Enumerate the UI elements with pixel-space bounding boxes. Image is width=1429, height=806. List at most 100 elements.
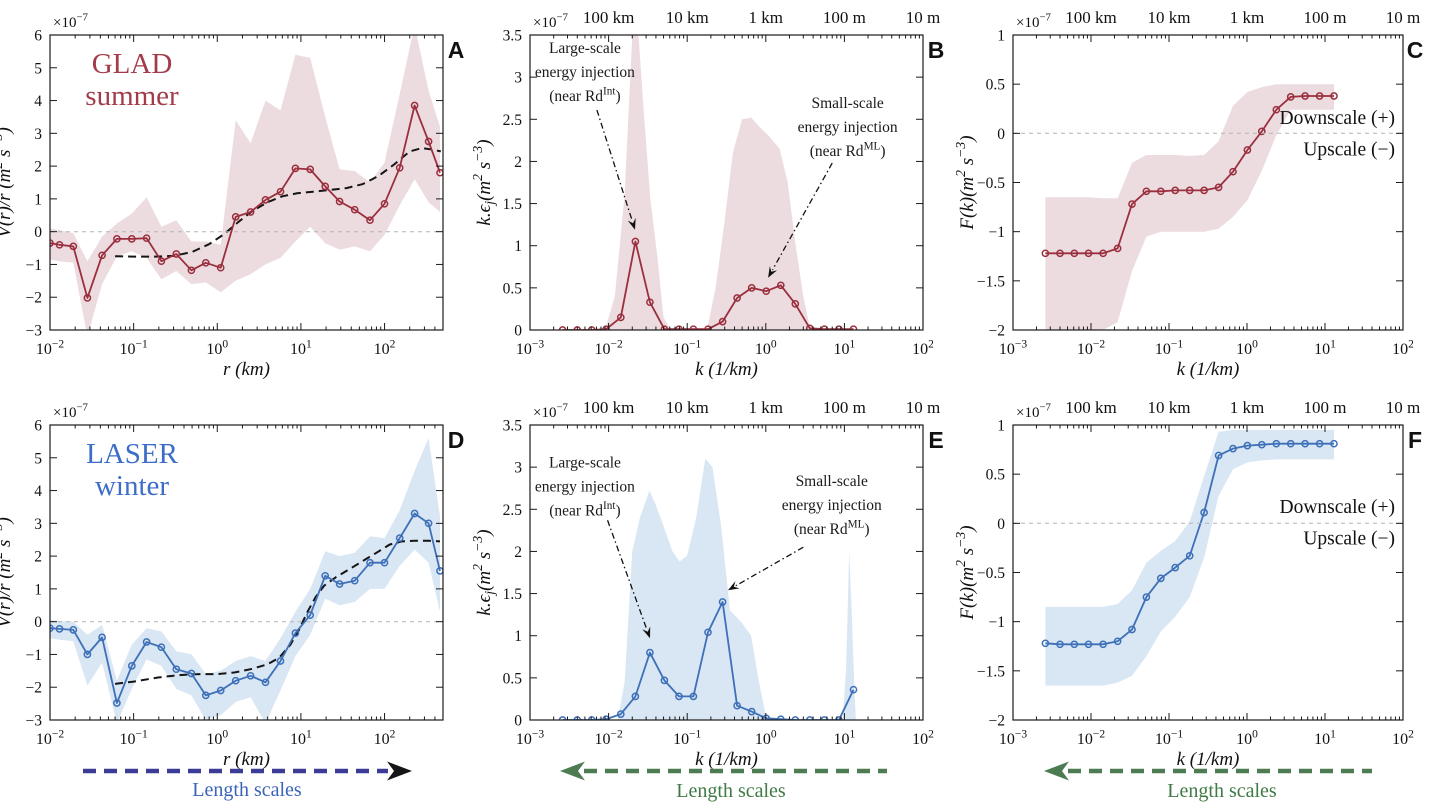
svg-text:(near RdInt): (near RdInt) <box>549 500 620 520</box>
svg-text:×10−7: ×10−7 <box>533 402 569 421</box>
svg-text:2: 2 <box>514 154 522 171</box>
svg-text:1.5: 1.5 <box>503 586 523 603</box>
svg-text:10−1: 10−1 <box>120 728 148 748</box>
svg-text:100: 100 <box>206 728 228 748</box>
svg-text:2: 2 <box>34 549 42 566</box>
svg-text:0: 0 <box>997 516 1005 533</box>
svg-text:−1.5: −1.5 <box>977 273 1005 290</box>
length-scales-label-right: Length scales <box>1167 780 1277 802</box>
panel-letter-c: C <box>1407 37 1424 63</box>
svg-text:0: 0 <box>514 323 522 340</box>
svg-text:10 m: 10 m <box>1386 8 1420 27</box>
svg-text:10 m: 10 m <box>906 398 940 417</box>
svg-text:101: 101 <box>290 728 312 748</box>
svg-text:6: 6 <box>34 28 42 45</box>
svg-text:4: 4 <box>34 93 42 110</box>
svg-text:−2: −2 <box>989 323 1006 340</box>
data-curve <box>562 240 854 330</box>
svg-text:3: 3 <box>514 70 522 87</box>
svg-text:−3: −3 <box>26 323 43 340</box>
svg-text:−2: −2 <box>989 713 1006 730</box>
svg-text:1 km: 1 km <box>1230 398 1264 417</box>
axes-box <box>49 424 444 721</box>
svg-text:3.5: 3.5 <box>503 28 523 45</box>
svg-text:(near RdML): (near RdML) <box>794 519 870 539</box>
svg-text:−0.5: −0.5 <box>977 565 1005 582</box>
svg-text:2: 2 <box>34 159 42 176</box>
svg-text:100: 100 <box>755 728 777 748</box>
length-scales-arrow-3 <box>1044 761 1372 781</box>
svg-text:100 m: 100 m <box>1304 8 1347 27</box>
svg-text:10−2: 10−2 <box>1077 338 1105 358</box>
svg-text:100 km: 100 km <box>583 398 634 417</box>
svg-text:102: 102 <box>374 338 396 358</box>
svg-text:1.5: 1.5 <box>503 196 523 213</box>
svg-text:10 m: 10 m <box>1386 398 1420 417</box>
svg-text:LASER: LASER <box>86 438 179 470</box>
svg-text:2.5: 2.5 <box>503 502 523 519</box>
svg-text:0: 0 <box>34 614 42 631</box>
svg-text:k (1/km): k (1/km) <box>695 359 758 380</box>
svg-text:V(r)/r (m2 s−3): V(r)/r (m2 s−3) <box>0 517 15 628</box>
svg-text:energy injection: energy injection <box>798 119 898 136</box>
svg-text:10−3: 10−3 <box>516 338 544 358</box>
svg-text:100: 100 <box>1236 338 1258 358</box>
svg-text:101: 101 <box>834 338 856 358</box>
data-curve <box>50 104 441 299</box>
svg-text:10−1: 10−1 <box>120 338 148 358</box>
svg-text:2.5: 2.5 <box>503 112 523 129</box>
panel-letter-f: F <box>1408 427 1422 453</box>
svg-text:(near RdML): (near RdML) <box>810 140 886 160</box>
svg-text:100 m: 100 m <box>1304 398 1347 417</box>
svg-text:0.5: 0.5 <box>503 280 523 297</box>
length-scales-label-left: Length scales <box>192 779 302 801</box>
svg-text:Large-scale: Large-scale <box>549 455 621 472</box>
svg-text:3: 3 <box>34 516 42 533</box>
length-scales-arrow-1 <box>83 761 412 781</box>
svg-text:energy injection: energy injection <box>535 479 635 496</box>
arrowhead-left-icon <box>560 761 585 781</box>
arrowhead-left-icon <box>1044 761 1069 781</box>
fit-curve <box>114 539 441 685</box>
length-scales-arrows-group <box>83 761 1372 781</box>
axes-box <box>49 34 444 331</box>
svg-text:−3: −3 <box>26 713 43 730</box>
svg-text:energy injection: energy injection <box>782 497 882 514</box>
svg-text:3.5: 3.5 <box>503 418 523 435</box>
svg-text:10−2: 10−2 <box>36 338 64 358</box>
svg-text:100: 100 <box>1236 728 1258 748</box>
svg-text:r (km): r (km) <box>223 359 270 380</box>
svg-text:101: 101 <box>1314 338 1336 358</box>
data-curve <box>1045 95 1334 255</box>
panel-letter-a: A <box>448 37 465 63</box>
arrowhead-right-icon <box>387 761 412 781</box>
svg-text:×10−7: ×10−7 <box>533 12 569 31</box>
svg-text:0: 0 <box>997 126 1005 143</box>
panel-b-chart: 10−3 10−2 10−1 100 101 102 0 0.5 1 1.5 2 2.5 3 3.5 100… <box>470 8 940 380</box>
svg-text:Small-scale: Small-scale <box>811 95 883 112</box>
panel-e-chart: 10−3 10−2 10−1 100 101 102 0 0.5 1 1.5 2 2.5 3 3.5 100… <box>470 398 940 770</box>
svg-text:102: 102 <box>912 338 934 358</box>
svg-text:10−3: 10−3 <box>999 338 1027 358</box>
svg-text:102: 102 <box>374 728 396 748</box>
svg-text:100: 100 <box>206 338 228 358</box>
svg-text:1: 1 <box>34 581 42 598</box>
svg-text:r (km): r (km) <box>223 749 270 770</box>
svg-text:100 km: 100 km <box>1065 398 1116 417</box>
svg-text:−1: −1 <box>26 257 43 274</box>
svg-text:Upscale (−): Upscale (−) <box>1303 529 1395 550</box>
svg-text:−2: −2 <box>26 680 43 697</box>
svg-text:2: 2 <box>514 544 522 561</box>
svg-text:100 m: 100 m <box>823 398 866 417</box>
svg-text:×10−7: ×10−7 <box>53 402 89 421</box>
svg-text:(near RdInt): (near RdInt) <box>549 86 620 106</box>
svg-text:−1.5: −1.5 <box>977 663 1005 680</box>
svg-text:100 km: 100 km <box>583 8 634 27</box>
svg-text:10−1: 10−1 <box>673 338 701 358</box>
svg-text:×10−7: ×10−7 <box>53 12 89 31</box>
svg-text:1 km: 1 km <box>749 398 783 417</box>
svg-text:102: 102 <box>912 728 934 748</box>
svg-text:102: 102 <box>1392 338 1414 358</box>
svg-text:k (1/km): k (1/km) <box>1177 749 1240 770</box>
svg-text:10 km: 10 km <box>1148 8 1191 27</box>
